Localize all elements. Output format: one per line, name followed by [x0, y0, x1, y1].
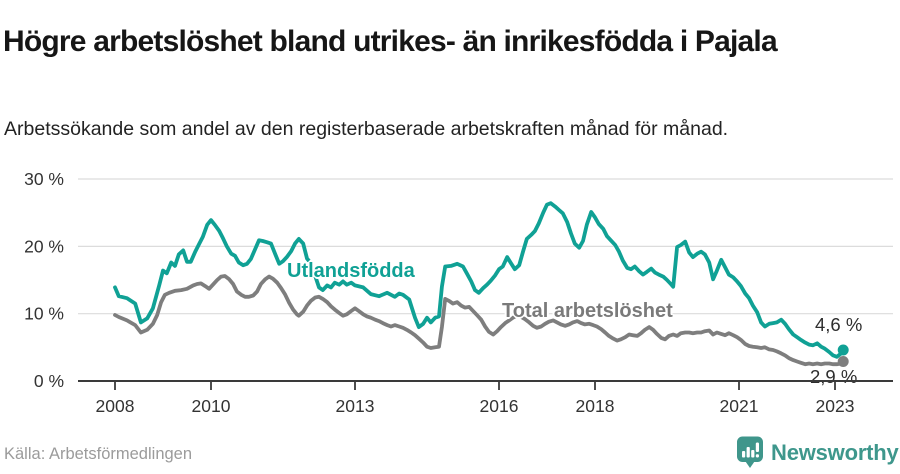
newsworthy-brand: Newsworthy: [736, 436, 899, 469]
newsworthy-logo-icon: [737, 436, 763, 468]
newsworthy-wordmark: Newsworthy: [771, 439, 899, 465]
series-label-total-arbetsloshet: Total arbetslöshet: [502, 300, 673, 322]
x-tick-label: 2018: [576, 396, 615, 416]
series-label-utlandsfodda: Utlandsfödda: [287, 260, 415, 282]
x-tick-label: 2021: [720, 396, 759, 416]
series-line-utlandsf-dda: [113, 201, 846, 359]
end-value-label-utlandsfodda: 4,6 %: [815, 314, 863, 335]
x-tick-label: 2008: [96, 396, 135, 416]
series-line-total-arbetsl-shet: [113, 274, 846, 367]
x-tick-label: 2010: [192, 396, 231, 416]
end-dot-utlandsf-dda: [837, 344, 849, 356]
x-tick-label: 2016: [480, 396, 519, 416]
y-tick-label: 30 %: [24, 169, 64, 189]
x-tick-label: 2023: [816, 396, 855, 416]
y-tick-label: 20 %: [24, 236, 64, 256]
x-tick-label: 2013: [336, 396, 375, 416]
source-credit: Källa: Arbetsförmedlingen: [4, 445, 193, 463]
chart-subtitle: Arbetssökande som andel av den registerb…: [4, 117, 729, 140]
page-title: Högre arbetslöshet bland utrikes- än inr…: [3, 25, 778, 59]
y-tick-label: 0 %: [34, 371, 64, 391]
end-dot-total-arbetsl-shet: [837, 356, 849, 367]
y-tick-label: 10 %: [24, 304, 64, 324]
